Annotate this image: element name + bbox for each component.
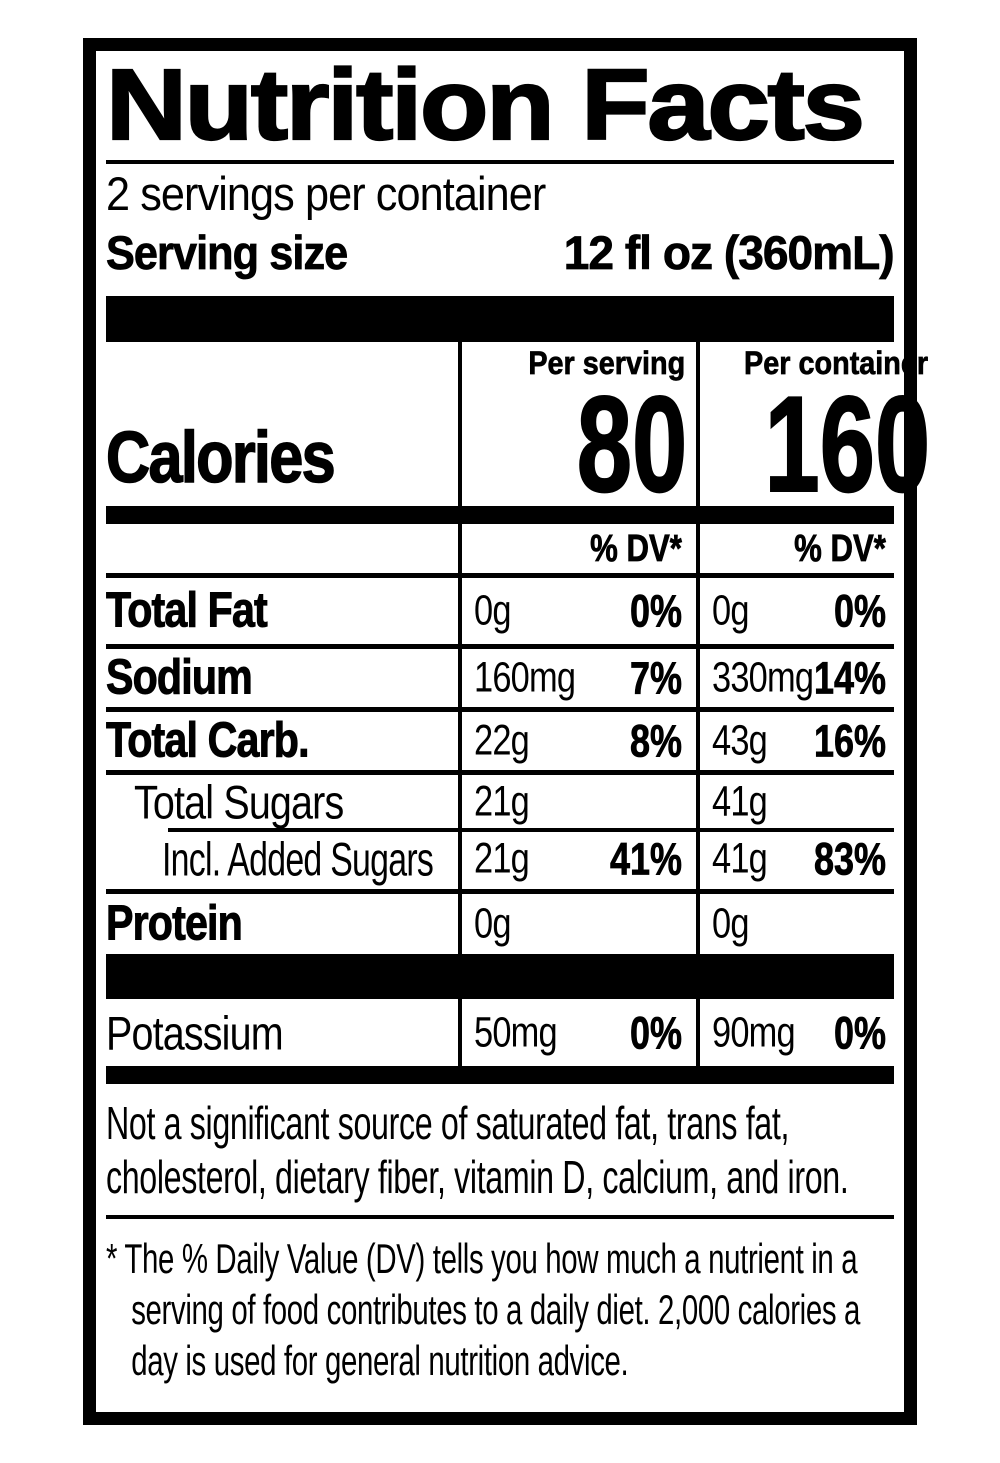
calories-per-serving-cell: Per serving 80 — [458, 342, 696, 521]
container-dv: 14% — [813, 652, 887, 704]
serving-dv: 8% — [629, 715, 683, 767]
daily-value-footnote: * The % Daily Value (DV) tells you how m… — [106, 1234, 894, 1386]
nutrient-row-total-carb: Total Carb. 22g 8% 43g 16% — [106, 707, 894, 771]
footnote-divider — [106, 1215, 894, 1220]
servings-per-container: 2 servings per container — [106, 167, 546, 220]
container-dv: 83% — [813, 833, 887, 885]
serving-amount: 21g — [474, 834, 530, 883]
footnote-text: The % Daily Value (DV) tells you how muc… — [124, 1235, 860, 1384]
serving-dv: 7% — [629, 652, 683, 704]
nutrient-row-total-sugars: Total Sugars 21g 41g — [106, 770, 894, 829]
container-amount: 0g — [712, 586, 749, 635]
section-bar-top — [106, 296, 894, 343]
container-amount: 0g — [712, 899, 749, 948]
nutrient-name: Potassium — [106, 1006, 284, 1060]
calories-per-serving-value: 80 — [576, 368, 688, 521]
nutrient-name: Total Carb. — [106, 713, 310, 768]
nutrient-name: Protein — [106, 896, 244, 951]
serving-size-row: Serving size 12 fl oz (360mL) — [106, 223, 896, 282]
nutrient-row-protein: Protein 0g 0g — [106, 889, 894, 955]
per-serving-header: Per serving — [528, 345, 686, 382]
per-container-header: Per container — [744, 345, 929, 382]
container-amount: 330mg — [712, 653, 814, 702]
section-bar-middle — [106, 954, 894, 1000]
serving-size-label: Serving size — [106, 226, 349, 280]
dv-header-serving-cell: % DV* — [458, 524, 696, 574]
serving-dv: 41% — [609, 833, 683, 885]
container-dv: 0% — [833, 585, 887, 637]
container-amount: 90mg — [712, 1008, 796, 1057]
calories-per-container-cell: Per container 160 — [696, 342, 939, 521]
container-amount: 41g — [712, 777, 768, 826]
container-amount: 41g — [712, 834, 768, 883]
calories-section: Calories Per serving 80 Per container 16… — [105, 342, 931, 521]
not-significant-note: Not a significant source of saturated fa… — [106, 1097, 849, 1203]
nutrient-name: Total Sugars — [134, 775, 344, 829]
serving-amount: 22g — [474, 716, 530, 765]
serving-amount: 160mg — [474, 653, 576, 702]
serving-amount: 0g — [474, 899, 511, 948]
nutrient-name: Sodium — [106, 650, 254, 705]
calories-label: Calories — [105, 418, 336, 499]
nutrient-name: Total Fat — [106, 583, 269, 638]
nutrient-row-potassium: Potassium 50mg 0% 90mg 0% — [106, 999, 894, 1067]
container-dv: 0% — [833, 1007, 887, 1059]
potassium-bottom-bar — [106, 1066, 894, 1085]
nutrient-row-total-fat: Total Fat 0g 0% 0g 0% — [106, 578, 894, 645]
dv-header-spacer — [106, 524, 458, 573]
serving-dv: 0% — [629, 1007, 683, 1059]
container-dv: 16% — [813, 715, 887, 767]
footnote-asterisk: * — [106, 1235, 118, 1283]
daily-value-header-row: % DV* % DV* — [106, 524, 894, 579]
nutrient-name: Incl. Added Sugars — [162, 832, 434, 886]
serving-size-value: 12 fl oz (360mL) — [564, 226, 896, 280]
container-amount: 43g — [712, 716, 768, 765]
dv-header-container-cell: % DV* — [696, 524, 894, 574]
serving-amount: 50mg — [474, 1008, 558, 1057]
dv-header-serving: % DV* — [590, 527, 682, 570]
title-divider — [106, 160, 894, 164]
nutrient-row-added-sugars: Incl. Added Sugars 21g 41% 41g 83% — [106, 828, 894, 890]
calories-bottom-bar — [106, 506, 894, 525]
nutrition-facts-label: Nutrition Facts 2 servings per container… — [83, 38, 931, 1425]
serving-amount: 0g — [474, 586, 511, 635]
nutrient-row-sodium: Sodium 160mg 7% 330mg 14% — [106, 644, 894, 708]
calories-per-container-value: 160 — [764, 368, 931, 521]
serving-amount: 21g — [474, 777, 530, 826]
label-title: Nutrition Facts — [105, 49, 866, 161]
serving-dv: 0% — [629, 585, 683, 637]
dv-header-container: % DV* — [794, 527, 886, 570]
